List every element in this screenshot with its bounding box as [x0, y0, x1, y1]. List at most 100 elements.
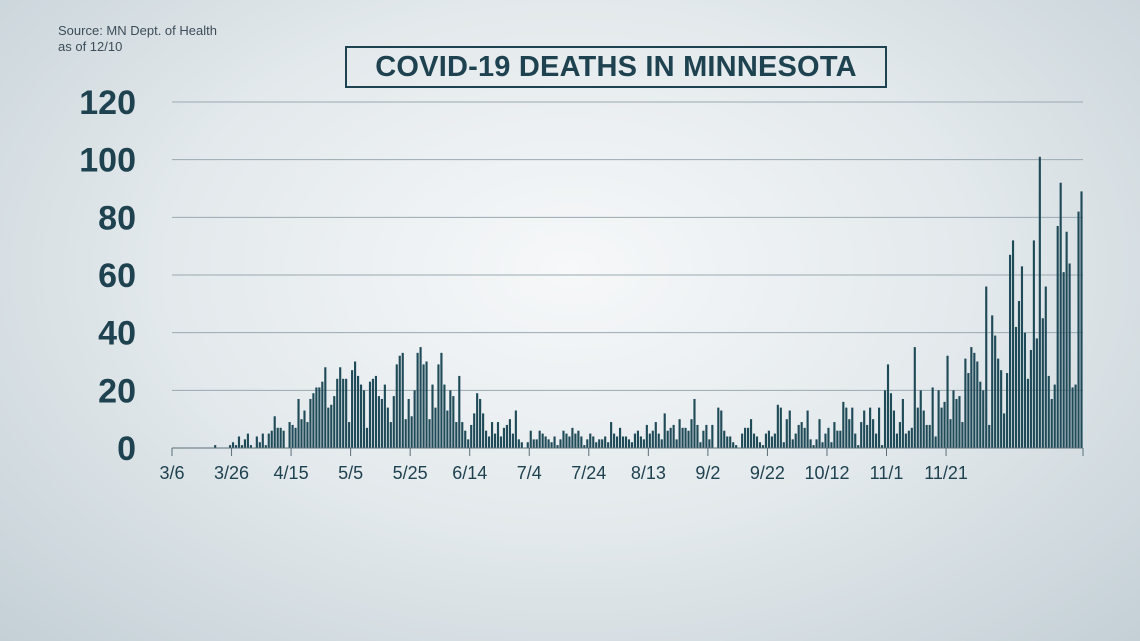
bar [345, 378, 348, 448]
bar [306, 422, 309, 448]
bar [315, 387, 318, 448]
bar [681, 427, 684, 448]
x-tick-label: 5/25 [393, 463, 428, 483]
bar [651, 430, 654, 448]
bar [922, 410, 925, 448]
bar [327, 407, 330, 448]
bar [1017, 300, 1021, 448]
bar [434, 407, 437, 448]
bar [479, 398, 482, 448]
bar [243, 439, 247, 448]
bar [827, 427, 830, 448]
bar [833, 422, 836, 448]
bar [991, 315, 994, 448]
bar [455, 422, 458, 448]
bar [571, 427, 574, 448]
bar [913, 347, 916, 448]
bar [967, 373, 970, 448]
bar [508, 419, 511, 448]
bar [812, 445, 815, 448]
bar [848, 419, 851, 448]
bar [845, 407, 848, 448]
bar [249, 445, 252, 448]
bar [779, 407, 782, 448]
bar [607, 442, 610, 448]
bar [482, 413, 485, 448]
bar [461, 422, 464, 448]
bar [803, 427, 806, 448]
bar [505, 424, 508, 448]
bar [303, 410, 306, 448]
bar [648, 433, 651, 448]
bar [416, 352, 419, 448]
bar [863, 410, 866, 448]
bar [806, 410, 809, 448]
chart-title: COVID-19 DEATHS IN MINNESOTA [375, 50, 857, 83]
bar [854, 433, 857, 448]
bar [318, 387, 321, 448]
bar [830, 442, 833, 448]
bar [273, 416, 276, 448]
bar [818, 419, 821, 448]
bar [660, 439, 663, 448]
gridlines [172, 101, 1083, 391]
bar [1077, 211, 1080, 448]
x-tick-label: 3/6 [159, 463, 184, 483]
bar [645, 424, 648, 448]
bar [696, 424, 699, 448]
bar [214, 445, 217, 448]
bar [246, 433, 249, 448]
y-axis-ticks: 0 20 40 60 80 100 120 [79, 84, 136, 468]
bar [1023, 332, 1027, 448]
bar [502, 427, 506, 448]
bar [514, 410, 517, 448]
bar [839, 430, 842, 448]
bar [946, 355, 949, 448]
bar [937, 390, 940, 448]
bar [604, 436, 607, 448]
bar [371, 378, 375, 448]
bar [592, 436, 595, 448]
bar [517, 439, 520, 448]
bar [383, 384, 386, 448]
bar [770, 436, 773, 448]
bar [952, 390, 955, 448]
bar [526, 442, 529, 448]
y-tick-label: 120 [79, 84, 136, 122]
bar [904, 433, 907, 448]
bar [976, 361, 979, 448]
bar [258, 442, 261, 448]
bar [357, 375, 360, 448]
bar [440, 352, 443, 448]
bar [550, 442, 553, 448]
bar [1071, 387, 1074, 448]
bar [985, 286, 988, 448]
bar [487, 436, 491, 448]
bar [773, 433, 776, 448]
y-tick-label: 80 [98, 199, 136, 237]
bar [717, 407, 720, 448]
x-tick-label: 7/24 [571, 463, 606, 483]
bar [744, 427, 747, 448]
bar [294, 427, 297, 448]
source-line: Source: MN Dept. of Health [58, 23, 217, 38]
bar [237, 436, 241, 448]
bar [398, 355, 401, 448]
bar [1074, 384, 1077, 448]
x-tick-label: 8/13 [631, 463, 666, 483]
x-tick-label: 10/12 [804, 463, 849, 483]
as-of-date: as of 12/10 [58, 39, 123, 54]
bar [869, 407, 872, 448]
bar [1038, 156, 1041, 448]
bar [1068, 263, 1071, 448]
bar [1062, 272, 1065, 448]
y-tick-label: 60 [98, 257, 136, 295]
bar [392, 396, 395, 448]
bar [401, 352, 404, 448]
bar [886, 364, 890, 448]
bar [404, 419, 407, 448]
bar [437, 364, 440, 448]
bar [931, 387, 934, 448]
bar [467, 439, 470, 448]
bar [979, 381, 982, 448]
